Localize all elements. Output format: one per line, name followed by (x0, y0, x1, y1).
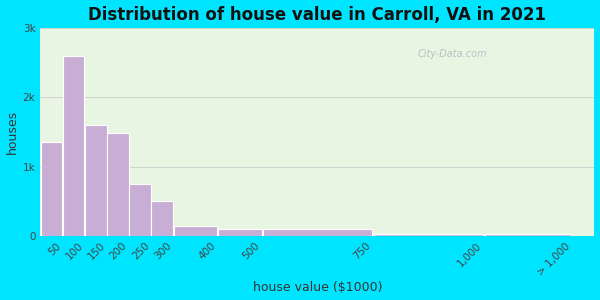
Y-axis label: houses: houses (5, 110, 19, 154)
Bar (485, 234, 571, 236)
Bar (151, 201, 173, 236)
Title: Distribution of house value in Carroll, VA in 2021: Distribution of house value in Carroll, … (88, 6, 547, 24)
Bar (129, 184, 151, 236)
X-axis label: house value ($1000): house value ($1000) (253, 281, 382, 294)
Bar (174, 226, 217, 236)
Bar (263, 229, 371, 236)
Bar (218, 229, 262, 236)
Bar (107, 133, 129, 236)
Bar (374, 234, 482, 236)
Bar (41, 142, 62, 236)
Bar (63, 56, 85, 236)
Bar (85, 125, 107, 236)
Text: City-Data.com: City-Data.com (417, 49, 487, 59)
